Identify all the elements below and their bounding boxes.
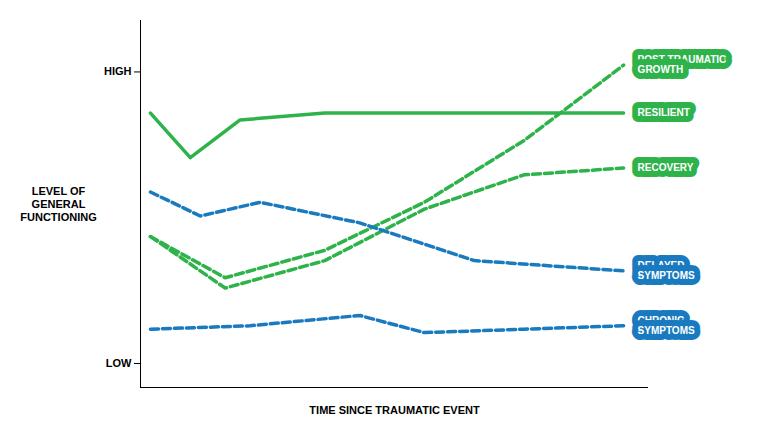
svg-text:TIME SINCE TRAUMATIC EVENT: TIME SINCE TRAUMATIC EVENT <box>309 404 480 416</box>
svg-text:RECOVERY: RECOVERY <box>638 162 694 173</box>
svg-text:LEVEL OFGENERALFUNCTIONING: LEVEL OFGENERALFUNCTIONING <box>20 185 96 223</box>
svg-text:DELAYEDSYMPTOMS: DELAYEDSYMPTOMS <box>638 260 695 281</box>
svg-text:POST-TRAUMATICGROWTH: POST-TRAUMATICGROWTH <box>638 54 727 75</box>
svg-text:CHRONICSYMPTOMS: CHRONICSYMPTOMS <box>638 315 695 336</box>
svg-text:RESILIENT: RESILIENT <box>638 107 690 118</box>
svg-text:HIGH: HIGH <box>104 65 132 77</box>
svg-text:LOW: LOW <box>106 357 132 369</box>
